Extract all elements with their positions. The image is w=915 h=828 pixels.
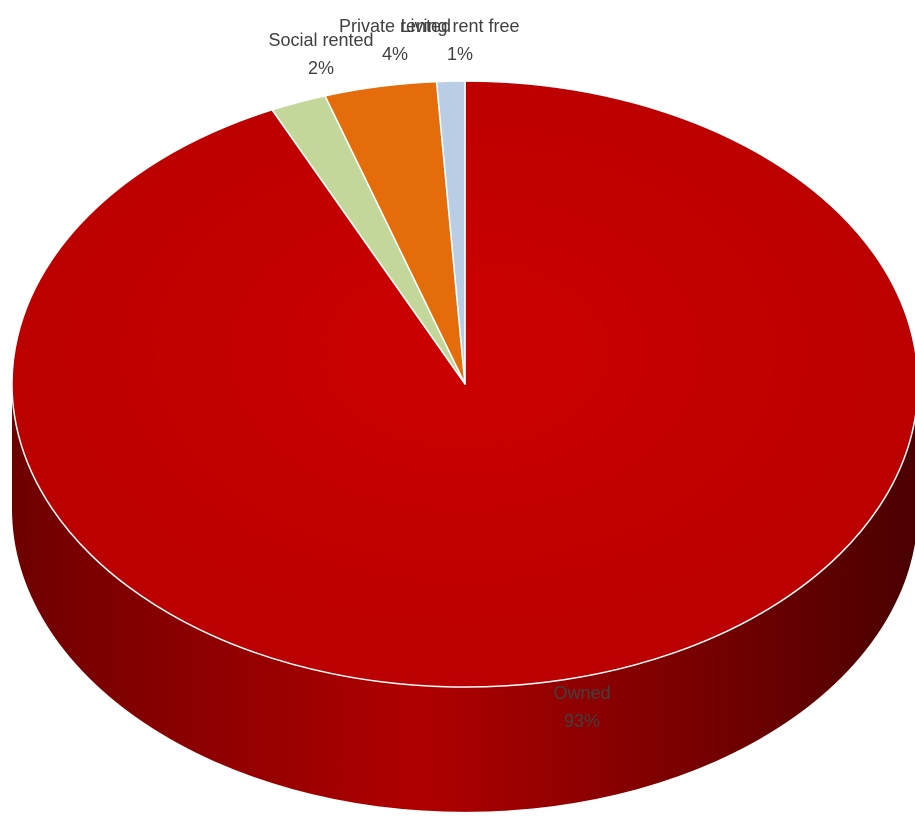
slice-label-private-rented: Private rented 4% — [339, 16, 451, 64]
slice-category-label: Social rented — [268, 30, 373, 50]
slice-owned — [11, 80, 915, 688]
slice-value-label: 1% — [447, 44, 473, 64]
slice-category-label: Private rented — [339, 16, 451, 36]
slice-category-label: Owned — [553, 683, 610, 703]
data-labels: Owned 93% Social rented 2% Private rente… — [268, 16, 610, 731]
slice-category-label: Living rent free — [400, 16, 519, 36]
pie-top — [11, 80, 915, 688]
pie-side — [12, 384, 915, 812]
slice-label-living-rent-free: Living rent free 1% — [400, 16, 519, 64]
slice-value-label: 2% — [308, 58, 334, 78]
slice-label-owned: Owned 93% — [553, 683, 610, 731]
side-owned — [12, 384, 915, 812]
slice-label-social-rented: Social rented 2% — [268, 30, 373, 78]
slice-living-rent-free — [435, 80, 466, 385]
slice-value-label: 4% — [382, 44, 408, 64]
slice-value-label: 93% — [564, 711, 600, 731]
